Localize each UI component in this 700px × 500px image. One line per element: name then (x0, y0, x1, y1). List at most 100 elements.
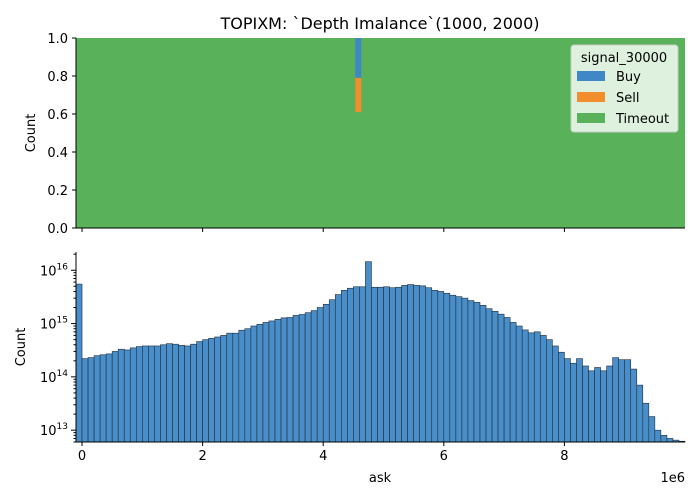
histogram-bar (148, 345, 155, 443)
histogram-bar (606, 365, 613, 443)
y-tick-label: 0.2 (47, 184, 68, 199)
histogram-bar (630, 368, 638, 443)
histogram-bar (353, 286, 360, 443)
histogram-bar (509, 322, 517, 443)
x-tick-label: 4 (319, 449, 327, 464)
histogram-bar (226, 332, 234, 443)
spike-sell-bar (355, 77, 362, 113)
histogram-bar (99, 354, 107, 443)
histogram-bar (666, 438, 674, 443)
y-tick-label: 1014 (40, 369, 68, 386)
histogram-bar (395, 286, 402, 443)
histogram-bar (347, 287, 354, 443)
histogram-bar (280, 317, 288, 443)
histogram-bar (389, 287, 396, 443)
x-tick-label: 0 (78, 449, 86, 464)
y-tick-label: 0.4 (47, 146, 68, 161)
histogram-bar (431, 290, 439, 443)
histogram-bar (467, 300, 475, 443)
histogram-bar (558, 351, 565, 443)
y-tick-label: 1013 (40, 422, 68, 439)
histogram-bar (87, 357, 95, 443)
y-tick-label: 1.0 (47, 32, 68, 47)
histogram-bar (359, 286, 366, 443)
histogram-bar (648, 416, 656, 443)
histogram-bar (443, 292, 451, 443)
legend-swatch-buy (577, 71, 605, 81)
histogram-bar (473, 302, 481, 443)
histogram-bar (105, 353, 113, 443)
bottom-x-ticks: 0 2 4 6 8 (78, 442, 569, 464)
histogram-bar (310, 310, 318, 443)
histogram-bar (232, 332, 240, 443)
histogram-bar (521, 329, 529, 443)
bottom-y-axis-label: Count (14, 328, 29, 367)
histogram-bar (660, 435, 668, 443)
histogram-bar (154, 345, 161, 443)
legend-box (570, 44, 679, 133)
histogram-bar (172, 343, 179, 443)
histogram-bar (461, 297, 469, 443)
histogram-bar (383, 286, 390, 443)
histogram-bar (365, 261, 372, 443)
histogram-bar (274, 319, 282, 443)
histogram-bar (485, 308, 493, 443)
histogram-bar (341, 290, 348, 443)
histogram-bar (612, 357, 619, 443)
histogram-bar (407, 284, 414, 443)
histogram-bar (371, 286, 378, 443)
top-y-axis-label: Count (24, 114, 39, 153)
histogram-bars (75, 261, 686, 443)
histogram-bar (515, 325, 523, 443)
y-tick-label: 0.6 (47, 108, 68, 123)
top-x-ticks (81, 228, 565, 232)
y-tick-label: 1015 (40, 316, 68, 333)
histogram-bar (304, 312, 312, 443)
histogram-bar (208, 337, 215, 443)
y-tick-label: 0.8 (47, 70, 68, 85)
histogram-bar (588, 370, 595, 443)
legend-swatch-timeout (577, 113, 605, 123)
histogram-bar (322, 303, 330, 443)
histogram-bar (262, 322, 270, 443)
histogram-bar (75, 283, 83, 443)
histogram-bar (142, 345, 149, 443)
histogram-bar (286, 317, 294, 443)
histogram-bar (642, 402, 650, 443)
histogram-bar (503, 317, 511, 443)
histogram-bar (539, 335, 547, 443)
histogram-bar (244, 328, 252, 443)
histogram-bar (202, 339, 209, 443)
histogram-bar (292, 315, 300, 443)
histogram-bar (328, 299, 336, 443)
top-panel: 0.0 0.2 0.4 0.6 0.8 1.0 Count signal_30000 Bu… (24, 32, 685, 237)
histogram-bar (546, 339, 553, 443)
legend: signal_30000 Buy Sell Timeout (570, 44, 679, 133)
x-tick-label: 6 (440, 449, 448, 464)
histogram-bar (624, 359, 632, 443)
legend-swatch-sell (577, 92, 605, 102)
histogram-bar (166, 343, 173, 443)
histogram-bar (491, 310, 499, 443)
bottom-y-ticks: 1013 1014 1015 1016 (40, 253, 76, 443)
histogram-bar (600, 370, 607, 443)
histogram-bar (298, 314, 306, 443)
histogram-bar (81, 358, 89, 443)
histogram-bar (129, 347, 137, 443)
top-y-ticks: 0.0 0.2 0.4 0.6 0.8 1.0 (47, 32, 76, 237)
legend-label-buy: Buy (616, 70, 641, 85)
histogram-bar (533, 331, 541, 443)
histogram-bar (135, 346, 143, 443)
histogram-bar (214, 336, 222, 443)
bottom-x-axis-label: ask (369, 471, 392, 486)
legend-title: signal_30000 (581, 51, 667, 66)
histogram-bar (479, 305, 487, 443)
histogram-bar (552, 345, 559, 443)
histogram-bar (570, 362, 577, 443)
histogram-bar (123, 349, 131, 443)
histogram-bar (425, 287, 433, 443)
histogram-bar (582, 365, 589, 443)
histogram-bar (654, 429, 662, 443)
histogram-bar (220, 335, 228, 443)
